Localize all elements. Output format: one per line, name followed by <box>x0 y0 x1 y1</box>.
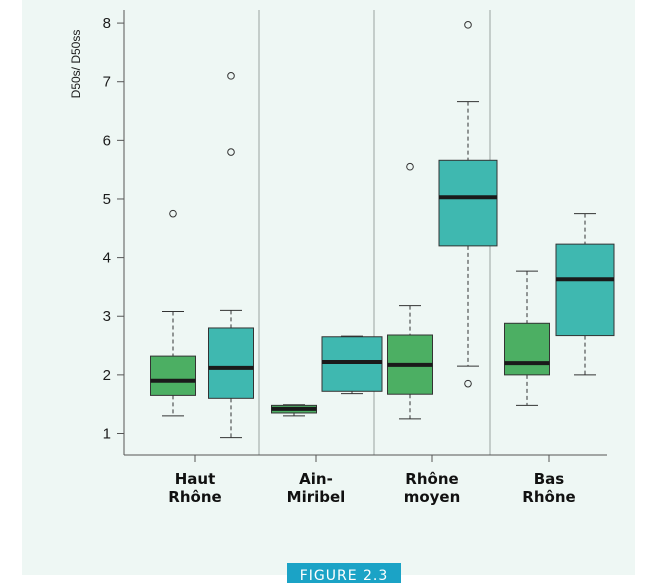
group-label-0-0: Haut <box>175 470 216 488</box>
group-label-2-1: moyen <box>404 488 461 506</box>
y-tick-label-3: 3 <box>103 308 111 325</box>
outlier-1-1 <box>227 72 235 80</box>
y-tick-label-4: 4 <box>103 250 111 267</box>
box-6 <box>504 322 550 376</box>
y-tick-label-5: 5 <box>103 191 111 208</box>
outlier-5-1 <box>464 21 472 29</box>
box-5 <box>438 159 498 247</box>
outlier-1-0 <box>227 148 235 156</box>
box-7 <box>555 243 615 337</box>
group-label-3-1: Rhône <box>522 488 575 506</box>
outlier-5-0 <box>464 379 472 388</box>
figure-tag: FIGURE 2.3 <box>287 563 401 583</box>
y-tick-label-1: 1 <box>103 426 111 443</box>
group-label-1-1: Miribel <box>287 488 346 506</box>
y-tick-label-2: 2 <box>103 367 111 384</box>
y-tick-label-7: 7 <box>103 74 111 91</box>
box-1 <box>208 327 254 399</box>
outlier-0-0 <box>169 209 177 218</box>
box-0 <box>150 355 196 396</box>
y-tick-label-8: 8 <box>103 15 111 32</box>
group-label-3-0: Bas <box>534 470 565 488</box>
y-axis-title: D50s/ D50ss <box>69 30 83 99</box>
outlier-4-0 <box>406 162 414 171</box>
y-tick-label-6: 6 <box>103 132 111 149</box>
group-label-0-1: Rhône <box>168 488 221 506</box>
box-3 <box>321 336 383 392</box>
group-label-2-0: Rhône <box>405 470 458 488</box>
group-label-1-0: Ain- <box>299 470 333 488</box>
